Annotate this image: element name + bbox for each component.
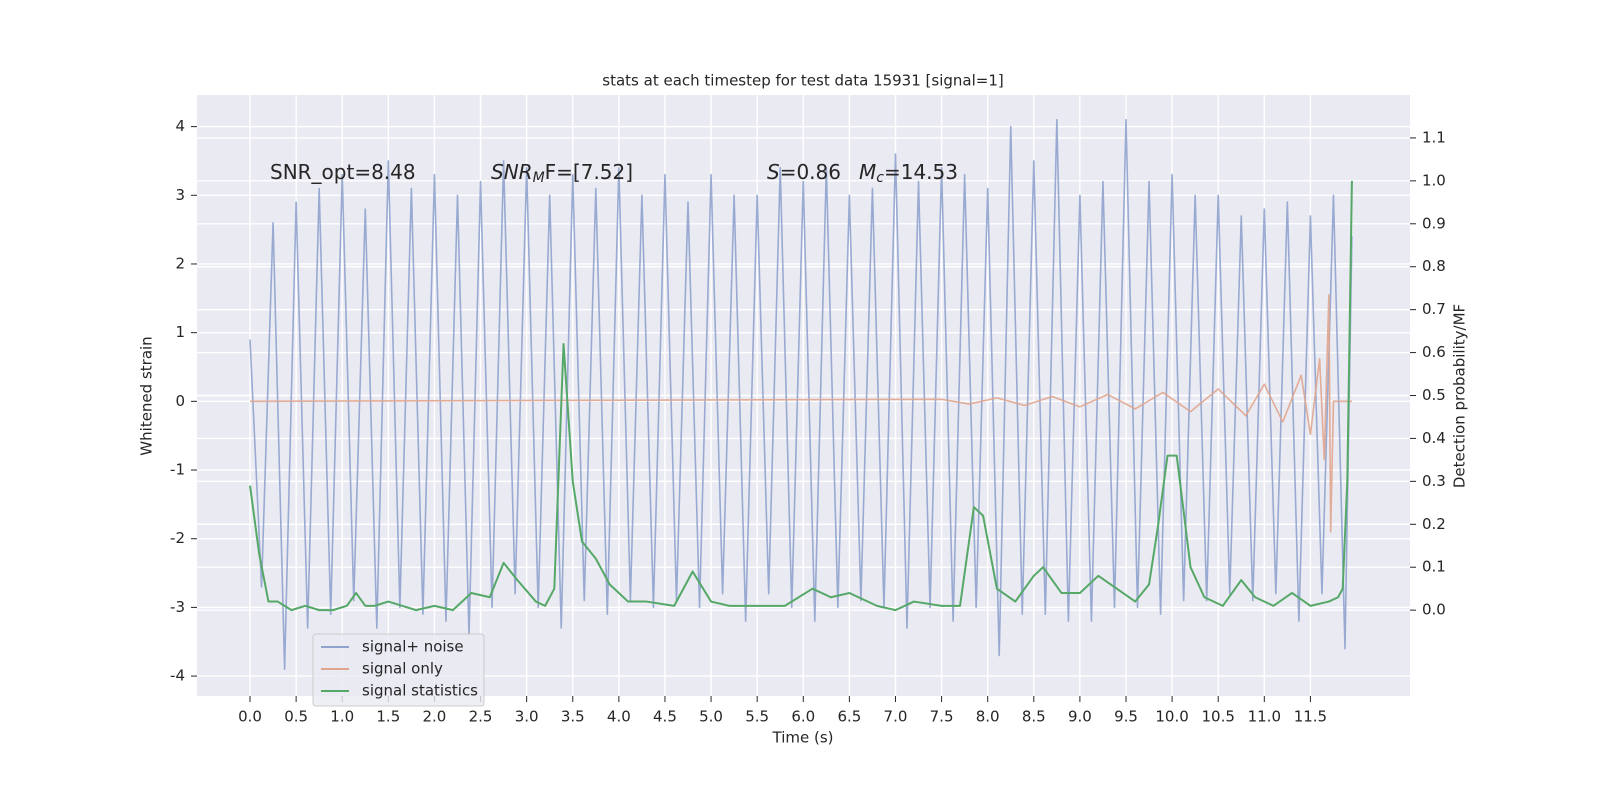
y-tick-label: 3: [175, 186, 185, 204]
x-tick-label: 4.0: [607, 708, 631, 726]
x-tick-label: 9.0: [1068, 708, 1092, 726]
series-line: [249, 118, 1353, 671]
y2-tick-label: 0.1: [1422, 558, 1446, 576]
y-tick-label: -4: [170, 667, 185, 685]
x-tick-label: 5.0: [699, 708, 723, 726]
x-tick-label: 5.5: [745, 708, 769, 726]
annotation-part: F=[7.52]: [545, 160, 633, 184]
y-tick-label: -1: [170, 461, 185, 479]
annotation-part: M: [533, 170, 545, 186]
legend-label: signal only: [362, 660, 443, 678]
legend-label: signal+ noise: [362, 638, 464, 656]
y2-tick-label: 0.3: [1422, 472, 1446, 490]
y-tick-label: -2: [170, 529, 185, 547]
series-line: [250, 294, 1352, 533]
x-tick-label: 6.0: [791, 708, 815, 726]
x-tick-label: 3.5: [561, 708, 585, 726]
y2-tick-label: 0.7: [1422, 300, 1446, 318]
y-tick-label: 1: [175, 323, 185, 341]
x-tick-label: 8.5: [1022, 708, 1046, 726]
annotation-part: =14.53: [884, 160, 958, 184]
x-tick-label: 2.5: [469, 708, 493, 726]
series-line: [249, 180, 1353, 612]
y2-tick-label: 0.2: [1422, 515, 1446, 533]
annotation-part: c: [876, 170, 884, 186]
labels: stats at each timestep for test data 159…: [138, 72, 1469, 747]
y2-tick-label: 1.1: [1422, 128, 1446, 146]
x-tick-label: 10.5: [1202, 708, 1235, 726]
x-tick-label: 1.0: [330, 708, 354, 726]
x-tick-label: 10.0: [1155, 708, 1188, 726]
y2-axis-label: Detection probability/MF: [1451, 304, 1469, 488]
y2-tick-label: 1.0: [1422, 171, 1446, 189]
x-axis-label: Time (s): [772, 729, 834, 747]
x-tick-label: 0.5: [284, 708, 308, 726]
y2-tick-label: 0.6: [1422, 343, 1446, 361]
annotation: Mc=14.53: [859, 160, 958, 187]
x-tick-label: 4.5: [653, 708, 677, 726]
y2-tick-label: 0.0: [1422, 601, 1446, 619]
annotation-part: M: [859, 160, 876, 184]
y-axis-label: Whitened strain: [138, 336, 156, 455]
grid: [191, 95, 1416, 702]
y2-tick-label: 0.9: [1422, 214, 1446, 232]
y-tick-label: 2: [175, 254, 185, 272]
x-tick-label: 9.5: [1114, 708, 1138, 726]
legend-box: [312, 633, 485, 707]
y2-tick-label: 0.4: [1422, 429, 1446, 447]
annotation-part: SNR: [491, 160, 533, 184]
y2-tick-label: 0.5: [1422, 386, 1446, 404]
y-tick-label: -3: [170, 598, 185, 616]
annotation-part: S: [767, 160, 780, 184]
annotation: SNRMF=[7.52]: [491, 160, 633, 187]
y-tick-label: 0: [175, 392, 185, 410]
annotation: SNR_opt=8.48: [270, 160, 416, 184]
annotation: S=0.86: [767, 160, 841, 184]
x-tick-label: 0.0: [238, 708, 262, 726]
x-tick-label: 8.0: [976, 708, 1000, 726]
x-tick-label: 3.0: [515, 708, 539, 726]
legend: signal+ noise signal only signal statistic…: [312, 633, 485, 707]
x-tick-label: 11.5: [1294, 708, 1327, 726]
legend-label: signal statistics: [362, 682, 478, 700]
y-tick-label: 4: [175, 117, 185, 135]
y2-tick-label: 0.8: [1422, 257, 1446, 275]
x-tick-label: 6.5: [837, 708, 861, 726]
x-tick-label: 11.0: [1248, 708, 1281, 726]
marks: [249, 118, 1353, 671]
x-tick-label: 7.0: [884, 708, 908, 726]
annotation-part: SNR_opt=8.48: [270, 160, 416, 184]
x-tick-label: 7.5: [930, 708, 954, 726]
x-tick-label: 2.0: [423, 708, 447, 726]
chart-title: stats at each timestep for test data 159…: [602, 72, 1003, 90]
x-tick-label: 1.5: [376, 708, 400, 726]
annotation-part: =0.86: [780, 160, 841, 184]
